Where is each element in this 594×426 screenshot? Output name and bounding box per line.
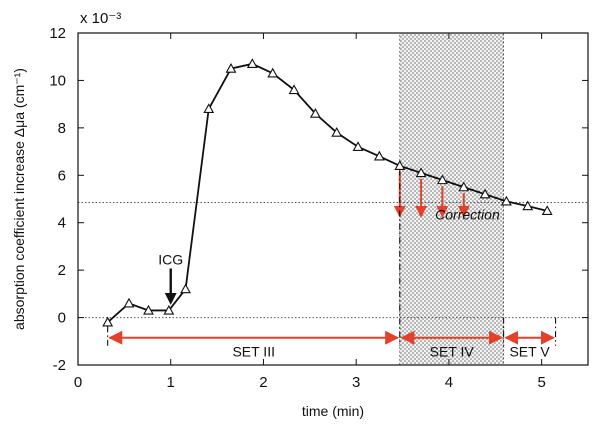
data-point [123, 297, 135, 308]
data-point [331, 126, 343, 137]
x-tick-label: 5 [537, 374, 545, 391]
x-tick-label: 4 [445, 374, 453, 391]
phase-label: SET V [509, 344, 550, 360]
correction-region-layer [399, 32, 505, 366]
data-point [102, 316, 114, 327]
series-layer [102, 58, 553, 327]
data-point [541, 205, 553, 216]
annotations: ICG [158, 251, 183, 305]
y-tick-label: 8 [58, 120, 66, 137]
phase-label: SET III [232, 344, 275, 360]
data-point [180, 283, 191, 294]
series-line [107, 62, 548, 323]
y-axis-exponent: x 10⁻³ [80, 10, 121, 27]
data-point [458, 181, 470, 192]
data-point [479, 188, 491, 199]
y-tick-label: 2 [58, 262, 66, 279]
y-tick-label: 0 [58, 310, 66, 327]
icg-label: ICG [158, 251, 183, 267]
y-tick-label: 10 [49, 72, 66, 89]
data-point [246, 58, 258, 68]
data-point [394, 160, 406, 170]
y-tick-label: 12 [49, 25, 66, 42]
data-point [163, 304, 175, 315]
data-point [309, 107, 321, 118]
phase-label: SET IV [430, 344, 475, 360]
correction-label: Correction [435, 207, 500, 223]
y-axis-label: absorption coefficient increase Δμa (cm⁻… [11, 68, 27, 330]
y-tick-label: 6 [58, 167, 66, 184]
data-point [203, 103, 215, 114]
data-point [352, 141, 364, 151]
data-point [436, 174, 448, 185]
data-point [225, 62, 237, 73]
data-point [500, 195, 512, 206]
data-point [415, 167, 427, 178]
x-tick-label: 0 [74, 374, 82, 391]
phase-annotations: SET III SET IV SET V [107, 169, 557, 360]
data-point [288, 84, 300, 95]
reference-lines [78, 202, 588, 319]
x-tick-label: 3 [352, 374, 360, 391]
x-axis-label: time (min) [302, 403, 364, 419]
data-point [143, 304, 154, 315]
y-tick-label: 4 [58, 215, 66, 232]
correction-region [399, 32, 505, 366]
y-tick-label: -2 [53, 357, 66, 374]
data-point [267, 67, 279, 78]
x-tick-label: 1 [167, 374, 175, 391]
data-point [522, 200, 534, 211]
plot-area-frame [77, 32, 589, 366]
x-tick-label: 2 [259, 374, 267, 391]
data-point [373, 150, 385, 161]
